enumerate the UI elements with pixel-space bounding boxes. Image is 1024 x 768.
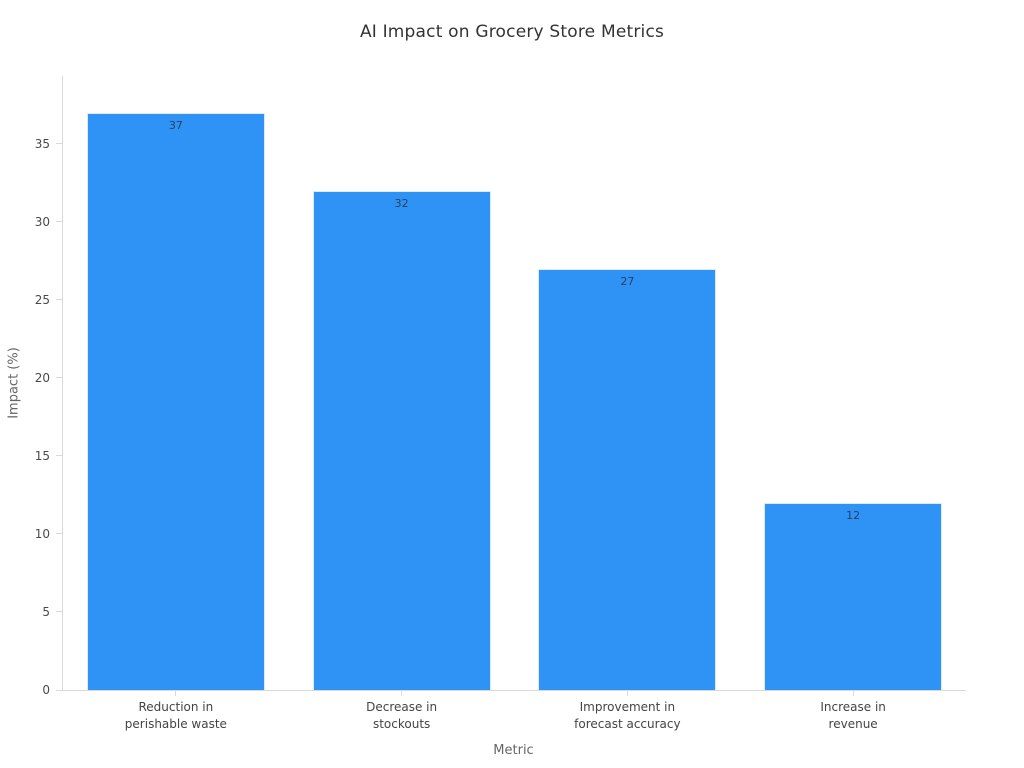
y-tick-label: 15 <box>34 448 50 463</box>
y-tick-mark <box>56 533 62 535</box>
x-tick-mark <box>852 691 854 696</box>
bar-value-label: 27 <box>620 274 635 288</box>
bar-value-label: 37 <box>168 118 183 132</box>
y-tick-label: 30 <box>34 214 50 229</box>
y-tick-mark <box>56 455 62 457</box>
bar-value-label: 32 <box>394 196 409 210</box>
y-tick-label: 35 <box>34 136 50 151</box>
y-tick-label: 0 <box>42 683 50 697</box>
y-tick-label: 10 <box>34 526 50 541</box>
bar: 12 <box>764 502 943 690</box>
x-category-label: Improvement in forecast accuracy <box>574 700 681 731</box>
chart-title: AI Impact on Grocery Store Metrics <box>359 22 665 42</box>
x-category-label: Decrease in stockouts <box>366 700 438 731</box>
y-tick-mark <box>56 143 62 145</box>
x-axis-title: Metric <box>493 743 534 758</box>
y-tick-mark <box>56 611 62 613</box>
y-tick-label: 20 <box>34 370 50 385</box>
bar: 37 <box>86 112 265 690</box>
x-tick-mark <box>175 691 177 696</box>
y-tick-mark <box>56 689 62 691</box>
bar: 27 <box>538 268 717 690</box>
y-tick-mark <box>56 221 62 223</box>
bar: 32 <box>312 190 491 690</box>
x-category-label: Reduction in perishable waste <box>124 700 227 731</box>
y-tick-label: 5 <box>42 604 50 619</box>
bar-value-label: 12 <box>846 508 861 522</box>
y-tick-mark <box>56 377 62 379</box>
x-category-label: Increase in revenue <box>820 700 886 731</box>
y-tick-label: 25 <box>34 292 50 307</box>
y-tick-mark <box>56 299 62 301</box>
x-tick-mark <box>626 691 628 696</box>
plot-area: 0 5 10 15 20 25 30 35 37 Reduction in perishable … <box>35 76 966 731</box>
x-tick-mark <box>401 691 403 696</box>
